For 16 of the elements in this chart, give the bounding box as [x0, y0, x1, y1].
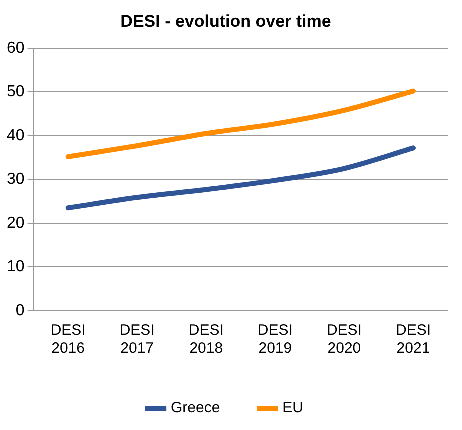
- chart-title: DESI - evolution over time: [120, 12, 332, 31]
- x-tick-label: DESI 2019: [258, 322, 293, 358]
- x-tick-label: DESI 2020: [326, 322, 362, 358]
- y-tick-label: 0: [16, 302, 25, 320]
- x-tick-label: DESI 2021: [396, 322, 431, 358]
- y-tick-label: 60: [7, 40, 25, 57]
- x-tick-label: DESI 2017: [120, 322, 155, 358]
- y-tick-label: 30: [7, 171, 25, 188]
- legend-label: Greece: [170, 400, 220, 417]
- legend-label: EU: [282, 400, 304, 417]
- y-tick-label: 50: [7, 84, 25, 101]
- y-tick-label: 10: [7, 258, 25, 276]
- y-tick-label: 20: [7, 214, 25, 232]
- x-tick-label: DESI 2016: [50, 322, 86, 358]
- x-tick-label: DESI 2018: [188, 322, 224, 358]
- y-tick-label: 40: [7, 127, 25, 144]
